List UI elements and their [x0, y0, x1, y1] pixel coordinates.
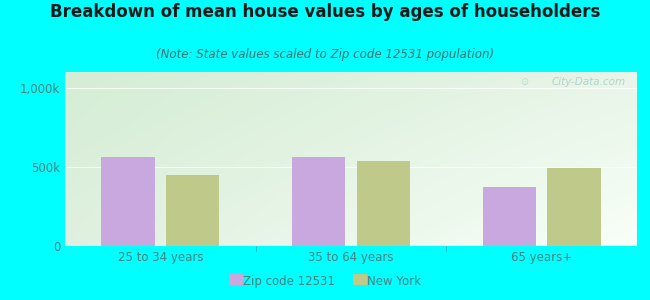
Text: ⊙: ⊙ — [520, 77, 528, 87]
Legend: Zip code 12531, New York: Zip code 12531, New York — [226, 271, 424, 291]
Bar — [357, 160, 410, 246]
Bar — [166, 175, 220, 246]
Bar — [547, 169, 601, 246]
Text: (Note: State values scaled to Zip code 12531 population): (Note: State values scaled to Zip code 1… — [156, 48, 494, 61]
Bar — [101, 158, 155, 246]
Bar — [292, 158, 345, 246]
Text: City-Data.com: City-Data.com — [551, 77, 625, 87]
Text: Breakdown of mean house values by ages of householders: Breakdown of mean house values by ages o… — [50, 3, 600, 21]
Bar — [482, 188, 536, 246]
